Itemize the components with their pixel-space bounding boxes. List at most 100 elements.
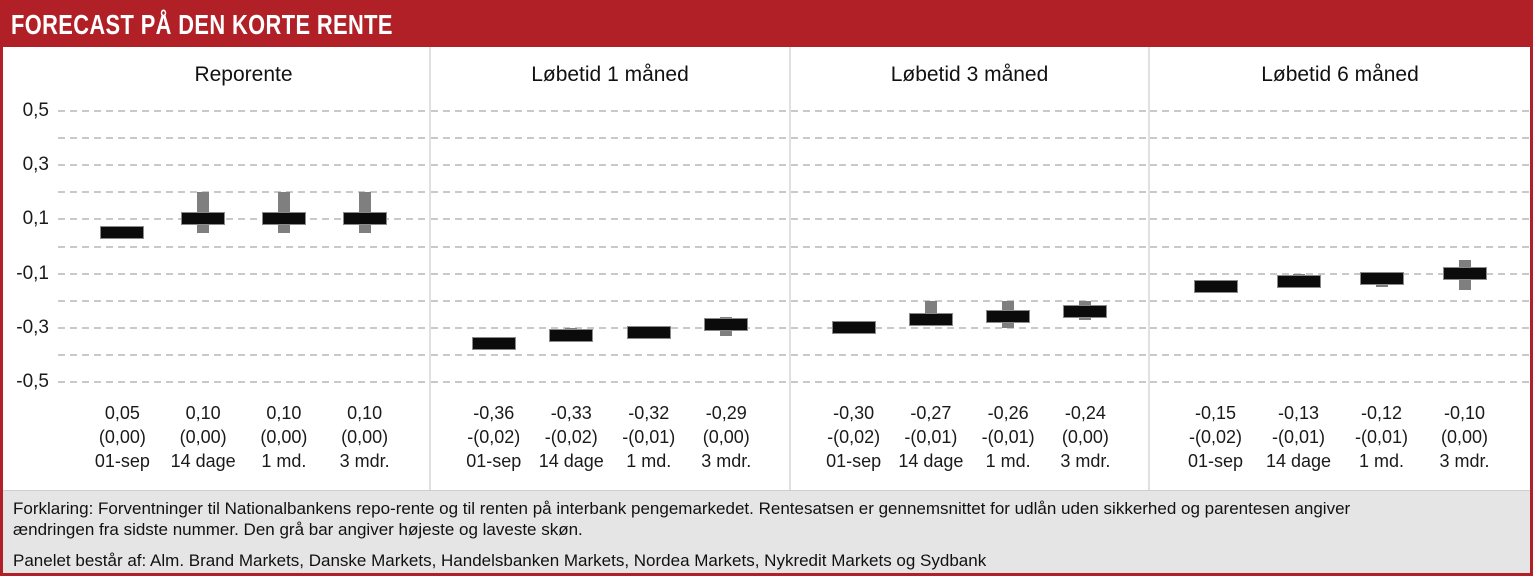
plot-area: 0,05 (0,00) 01-sep 0,10 (0,00) 14 dage 0,10 (0,… [58, 47, 429, 490]
gridline [1150, 326, 1530, 329]
change-label: -(0,02) [467, 427, 521, 447]
period-label: 1 md. [985, 451, 1031, 471]
point-label: 0,10 (0,00) 3 mdr. [309, 401, 421, 473]
gridline [58, 110, 429, 112]
change-label: -(0,02) [1188, 427, 1242, 447]
period-label: 01-sep [466, 451, 522, 471]
panel-1: Reporente 0,5 0,3 0,1 -0,1 -0,3 -0,5 0,05 (0,00)… [3, 47, 431, 490]
value-label: -0,33 [550, 403, 592, 423]
gridline [1150, 353, 1530, 356]
point-label: -0,30 -(0,02) 01-sep [798, 401, 910, 473]
point-label: -0,24 (0,00) 3 mdr. [1029, 401, 1141, 473]
value-bar [1193, 280, 1238, 294]
change-label: (0,00) [341, 427, 389, 447]
gridline [1150, 272, 1530, 275]
value-label: -0,24 [1064, 403, 1106, 423]
change-label: (0,00) [702, 427, 750, 447]
value-label: 0,10 [185, 403, 221, 423]
value-bar [549, 328, 594, 342]
y-axis-label: -0,1 [16, 262, 49, 284]
gridline [431, 137, 789, 140]
gridline [431, 353, 789, 356]
page-title: FORECAST PÅ DEN KORTE RENTE [11, 9, 393, 40]
value-bar [100, 225, 145, 239]
gridline [58, 245, 429, 248]
value-label: 0,05 [104, 403, 140, 423]
value-bar [908, 312, 953, 326]
footer-panel-note: Panelet består af: Alm. Brand Markets, D… [13, 551, 987, 570]
value-bar [986, 309, 1031, 323]
period-label: 01-sep [1187, 451, 1244, 471]
footer-explanation: Forklaring: Forventninger til Nationalba… [13, 499, 1351, 539]
gridline [58, 218, 429, 221]
gridline [791, 381, 1148, 383]
value-label: 0,10 [347, 403, 383, 423]
gridline [58, 272, 429, 275]
value-bar [181, 212, 226, 226]
period-label: 1 md. [261, 451, 307, 471]
point-label: -0,13 -(0,01) 14 dage [1243, 401, 1355, 473]
gridline [431, 110, 789, 112]
change-label: (0,00) [260, 427, 308, 447]
panel-title: Reporente [194, 63, 293, 86]
period-label: 3 mdr. [1439, 451, 1490, 471]
value-label: -0,26 [987, 403, 1029, 423]
gridline [791, 218, 1148, 221]
point-label: -0,36 -(0,02) 01-sep [438, 401, 550, 473]
period-label: 14 dage [538, 451, 604, 471]
change-label: (0,00) [98, 427, 146, 447]
gridline [431, 326, 789, 329]
gridline [431, 272, 789, 275]
y-axis-label: 0,5 [22, 100, 49, 121]
gridline [1150, 110, 1530, 112]
point-label: -0,15 -(0,02) 01-sep [1160, 401, 1272, 473]
y-axis-label: -0,5 [16, 371, 49, 392]
gridline [791, 272, 1148, 275]
point-label: -0,26 -(0,01) 1 md. [952, 401, 1064, 473]
gridline [1150, 381, 1530, 383]
point-label: 0,10 (0,00) 1 md. [228, 401, 340, 473]
gridline [58, 164, 429, 167]
y-axis-label: 0,3 [22, 154, 49, 176]
change-label: -(0,01) [981, 427, 1035, 447]
gridline [431, 299, 789, 302]
period-label: 1 md. [1358, 451, 1405, 471]
gridline [1150, 218, 1530, 221]
period-label: 14 dage [170, 451, 236, 471]
panel-2: Løbetid 1 måned -0,36 -(0,02) 01-sep -0,33 -(… [431, 47, 791, 490]
change-label: (0,00) [1061, 427, 1109, 447]
gridline [58, 191, 429, 194]
change-label: -(0,01) [1271, 427, 1325, 447]
value-label: 0,10 [266, 403, 302, 423]
change-label: -(0,02) [544, 427, 598, 447]
period-label: 1 md. [626, 451, 672, 471]
point-label: 0,05 (0,00) 01-sep [66, 401, 178, 473]
panel-title: Løbetid 3 måned [890, 63, 1049, 86]
point-label: -0,12 -(0,01) 1 md. [1326, 401, 1438, 473]
gridline [791, 164, 1148, 167]
gridline [431, 381, 789, 383]
point-label: -0,27 -(0,01) 14 dage [875, 401, 987, 473]
gridline [791, 353, 1148, 356]
point-label: -0,33 -(0,02) 14 dage [515, 401, 627, 473]
gridline [58, 381, 429, 383]
period-label: 01-sep [94, 451, 150, 471]
chart-area: Reporente 0,5 0,3 0,1 -0,1 -0,3 -0,5 0,05 (0,00)… [3, 47, 1530, 490]
change-label: -(0,02) [827, 427, 881, 447]
gridline [431, 191, 789, 194]
change-label: -(0,01) [622, 427, 676, 447]
period-label: 14 dage [1265, 451, 1332, 471]
value-bar [342, 212, 387, 226]
value-bar [831, 320, 876, 334]
period-label: 3 mdr. [339, 451, 390, 471]
gridline [791, 299, 1148, 302]
header-bar: FORECAST PÅ DEN KORTE RENTE [3, 3, 1530, 47]
y-axis-label: -0,3 [16, 316, 49, 338]
gridline [791, 110, 1148, 112]
value-bar [261, 212, 306, 226]
panel-3: Løbetid 3 måned -0,30 -(0,02) 01-sep -0,27 -(… [791, 47, 1150, 490]
gridline [791, 326, 1148, 329]
panel-4: Løbetid 6 måned -0,15 -(0,02) 01-sep -0,13 -(… [1150, 47, 1530, 490]
value-label: -0,13 [1277, 403, 1320, 423]
change-label: (0,00) [1440, 427, 1489, 447]
